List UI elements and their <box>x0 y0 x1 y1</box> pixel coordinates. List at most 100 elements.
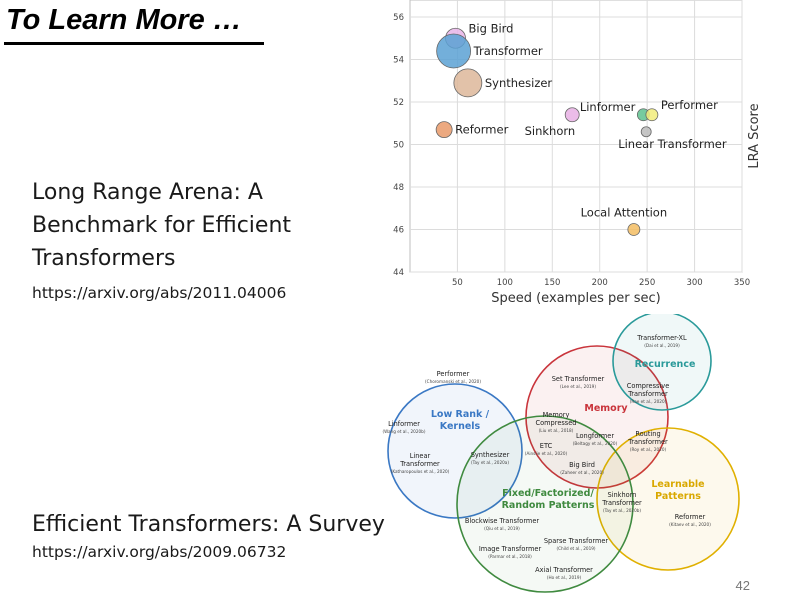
venn-item-citation: (Lee et al., 2019) <box>560 384 596 389</box>
venn-item-name: ETC <box>540 442 553 450</box>
venn-title-low-rank: Kernels <box>440 421 481 432</box>
venn-item-citation: (Katharopoulos et al., 2020) <box>391 469 450 474</box>
ref2-title: Efficient Transformers: A Survey <box>32 512 385 537</box>
venn-item-citation: (Parmar et al., 2018) <box>488 554 532 559</box>
page-number: 42 <box>735 578 750 593</box>
x-tick-label: 100 <box>497 278 513 288</box>
venn-item-name: Compressed <box>536 419 577 427</box>
venn-item-name: Longformer <box>576 432 614 440</box>
venn-title-fixed-patterns: Fixed/Factorized/ <box>502 488 594 499</box>
venn-item-name: Transformer <box>627 390 668 398</box>
y-tick-label: 52 <box>393 98 404 108</box>
y-tick-label: 50 <box>393 141 404 151</box>
venn-title-learnable: Patterns <box>655 491 701 502</box>
data-label: Linformer <box>580 100 636 114</box>
venn-item-citation: (Rae et al., 2020) <box>630 399 667 404</box>
y-tick-label: 48 <box>393 183 404 193</box>
x-tick-label: 250 <box>639 278 655 288</box>
venn-title-memory: Memory <box>584 403 628 414</box>
data-label: Transformer <box>473 44 543 58</box>
venn-item-citation: (Choromanski et al., 2020) <box>425 379 481 384</box>
data-point <box>436 33 472 69</box>
slide-title: To Learn More … <box>6 4 242 36</box>
venn-circle-low-rank <box>387 383 523 519</box>
venn-item-citation: (Liu et al., 2018) <box>539 428 574 433</box>
venn-item-citation: (Tay et al., 2020a) <box>471 460 509 465</box>
x-tick-label: 350 <box>734 278 750 288</box>
data-label: Local Attention <box>581 206 668 220</box>
x-tick-label: 200 <box>592 278 608 288</box>
ref1-url[interactable]: https://arxiv.org/abs/2011.04006 <box>32 284 287 302</box>
venn-item-name: Axial Transformer <box>535 566 593 574</box>
venn-items: Transformer-XL(Dai et al., 2019) Performe… <box>383 334 712 580</box>
efficient-transformers-venn: Low Rank / Kernels Memory Recurrence Fix… <box>383 314 740 593</box>
venn-item-name: Sparse Transformer <box>544 537 609 545</box>
lra-scatter-chart: 50 100 150 200 250 300 350 44 46 48 50 52 54 56 Big B… <box>393 0 762 306</box>
venn-title-fixed-patterns: Random Patterns <box>502 500 595 511</box>
x-tick-label: 300 <box>686 278 702 288</box>
y-tick-label: 56 <box>393 13 404 23</box>
venn-title-low-rank: Low Rank / <box>431 409 490 420</box>
data-labels: Big Bird Transformer Synthesizer Reformer Si… <box>455 21 727 219</box>
venn-item-citation: (Roy et al., 2020) <box>630 447 667 452</box>
venn-item-citation: (Tay et al., 2020b) <box>603 508 641 513</box>
venn-item-citation: (Ho et al., 2019) <box>547 575 582 580</box>
venn-item-name: Linformer <box>388 420 420 428</box>
venn-item-name: Linear <box>410 452 431 460</box>
venn-item-name: Memory <box>543 411 570 419</box>
y-tick-label: 54 <box>393 56 404 66</box>
data-point <box>645 108 659 122</box>
venn-item-name: Reformer <box>675 513 706 521</box>
venn-item-citation: (Wang et al., 2020b) <box>383 429 426 434</box>
data-point <box>627 223 641 236</box>
venn-item-name: Synthesizer <box>471 451 510 459</box>
venn-item-name: Sinkhorn <box>607 491 636 499</box>
data-label: Big Bird <box>469 21 514 35</box>
data-label: Reformer <box>455 123 508 137</box>
venn-circle-recurrence <box>612 314 712 411</box>
venn-item-citation: (Kitaev et al., 2020) <box>669 522 711 527</box>
venn-title-learnable: Learnable <box>651 479 704 490</box>
venn-item-name: Image Transformer <box>479 545 542 553</box>
x-tick-label: 150 <box>544 278 560 288</box>
venn-item-citation: (Child et al., 2019) <box>556 546 595 551</box>
y-tick-label: 44 <box>393 268 404 278</box>
venn-circle-memory <box>525 345 669 489</box>
y-axis-label: LRA Score <box>747 103 762 168</box>
venn-item-name: Big Bird <box>569 461 595 469</box>
ref1-title-line: Benchmark for Efficient <box>32 213 292 238</box>
data-point <box>564 107 580 123</box>
ref1-title-line: Long Range Arena: A <box>32 180 263 205</box>
venn-item-name: Performer <box>437 370 470 378</box>
data-label: Synthesizer <box>485 76 553 90</box>
venn-item-name: Transformer <box>627 438 668 446</box>
data-label: Performer <box>661 98 718 112</box>
ref1-title: Long Range Arena: A Benchmark for Effici… <box>32 176 291 275</box>
venn-title-recurrence: Recurrence <box>635 359 696 370</box>
venn-item-name: Transformer <box>399 460 440 468</box>
x-axis-label: Speed (examples per sec) <box>491 291 661 306</box>
tick-labels: 50 100 150 200 250 300 350 44 46 48 50 52 54 56 <box>393 13 750 288</box>
data-point <box>435 121 453 139</box>
venn-circle-fixed-patterns <box>456 415 634 593</box>
ref2-url[interactable]: https://arxiv.org/abs/2009.06732 <box>32 543 287 561</box>
venn-item-name: Compressive <box>627 382 670 390</box>
venn-item-name: Routing <box>635 430 660 438</box>
venn-circle-learnable <box>596 427 740 571</box>
venn-item-name: Blockwise Transformer <box>465 517 539 525</box>
venn-item-name: Transformer-XL <box>636 334 687 342</box>
ref1-title-line: Transformers <box>32 246 176 271</box>
x-tick-label: 50 <box>452 278 463 288</box>
venn-item-name: Set Transformer <box>552 375 605 383</box>
venn-item-citation: (Dai et al., 2019) <box>644 343 680 348</box>
grid-lines <box>410 0 743 273</box>
data-points <box>435 27 659 236</box>
venn-item-citation: (Zaheer et al., 2020) <box>560 470 604 475</box>
venn-item-citation: (Beltagy et al., 2020) <box>573 441 618 446</box>
y-tick-label: 46 <box>393 226 404 236</box>
venn-item-citation: (Qiu et al., 2019) <box>484 526 520 531</box>
data-label: Linear Transformer <box>618 137 727 151</box>
title-underline <box>4 42 264 45</box>
data-label: Sinkhorn <box>525 124 576 138</box>
data-point <box>453 68 483 98</box>
